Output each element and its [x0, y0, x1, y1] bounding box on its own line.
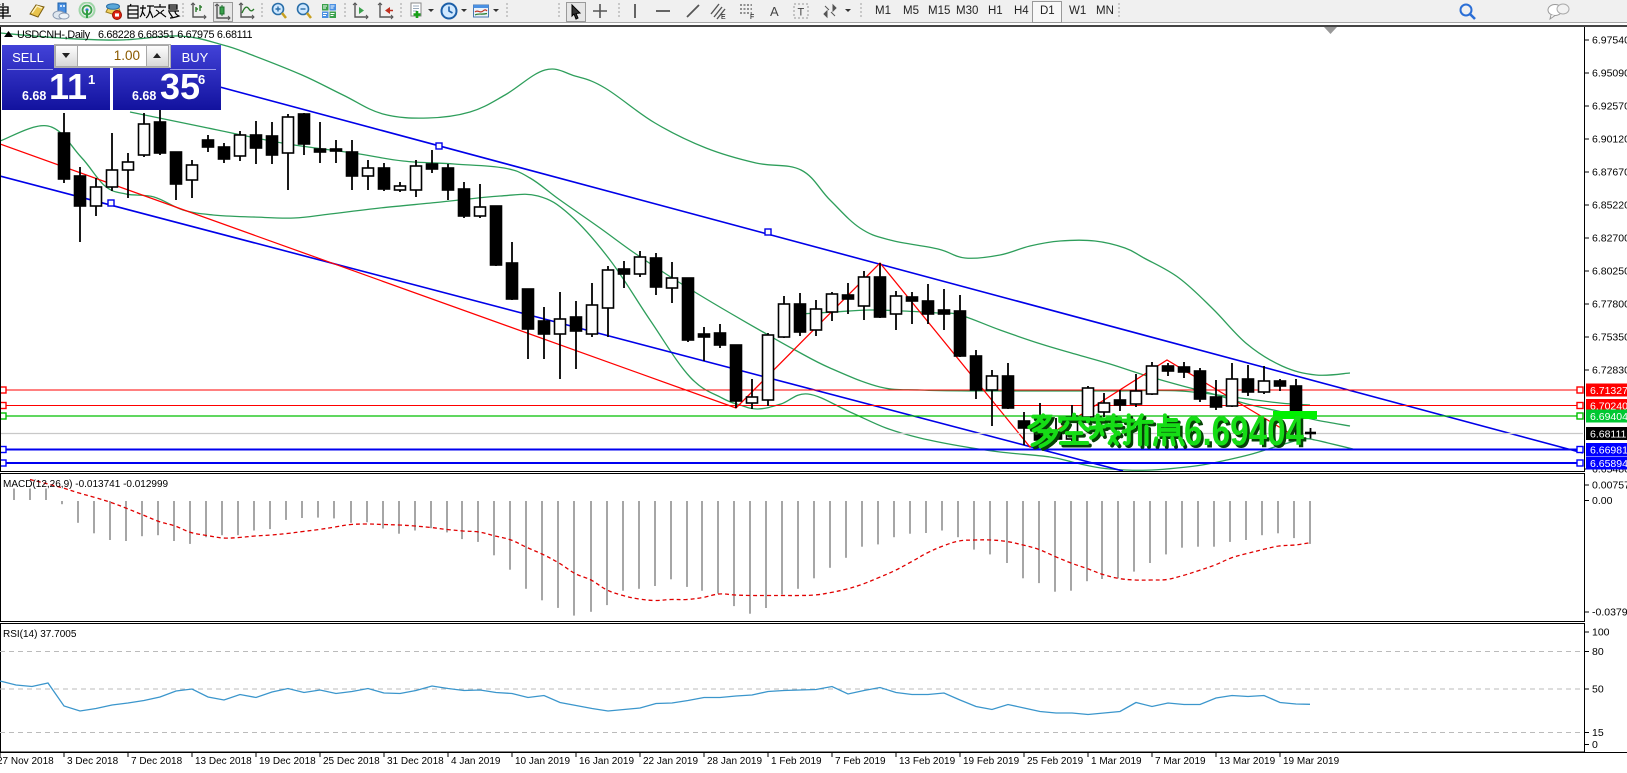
svg-text:6.90120: 6.90120 — [1592, 134, 1627, 146]
svg-text:6.85220: 6.85220 — [1592, 200, 1627, 212]
svg-text:6.68111: 6.68111 — [1590, 429, 1627, 441]
svg-text:6.75350: 6.75350 — [1592, 332, 1627, 344]
svg-text:6.69404: 6.69404 — [1187, 410, 1308, 457]
svg-text:1 Mar 2019: 1 Mar 2019 — [1091, 756, 1142, 767]
svg-text:31 Dec 2018: 31 Dec 2018 — [387, 756, 444, 767]
svg-text:6.66981: 6.66981 — [1590, 445, 1627, 457]
svg-text:6.77800: 6.77800 — [1592, 299, 1627, 311]
svg-text:0: 0 — [1592, 739, 1598, 751]
svg-text:19 Mar 2019: 19 Mar 2019 — [1283, 756, 1340, 767]
svg-text:MACD(12,26,9) -0.013741 -0.012: MACD(12,26,9) -0.013741 -0.012999 — [3, 479, 169, 490]
svg-text:6.97540: 6.97540 — [1592, 35, 1627, 47]
svg-text:6.80250: 6.80250 — [1592, 266, 1627, 278]
svg-text:-0.037903: -0.037903 — [1592, 607, 1627, 619]
svg-text:100: 100 — [1592, 627, 1610, 639]
svg-text:6.87670: 6.87670 — [1592, 167, 1627, 179]
svg-text:13 Feb 2019: 13 Feb 2019 — [899, 756, 956, 767]
svg-text:13 Dec 2018: 13 Dec 2018 — [195, 756, 252, 767]
svg-text:13 Mar 2019: 13 Mar 2019 — [1219, 756, 1276, 767]
svg-text:RSI(14) 37.7005: RSI(14) 37.7005 — [3, 629, 77, 640]
svg-text:50: 50 — [1592, 684, 1604, 696]
svg-text:7 Dec 2018: 7 Dec 2018 — [131, 756, 183, 767]
svg-text:1 Feb 2019: 1 Feb 2019 — [771, 756, 822, 767]
svg-text:A: A — [770, 4, 779, 19]
svg-text:3 Dec 2018: 3 Dec 2018 — [67, 756, 119, 767]
svg-text:15: 15 — [1592, 727, 1604, 739]
svg-text:7 Feb 2019: 7 Feb 2019 — [835, 756, 886, 767]
svg-text:6.82700: 6.82700 — [1592, 233, 1627, 245]
svg-text:27 Nov 2018: 27 Nov 2018 — [0, 756, 54, 767]
svg-text:T: T — [798, 7, 805, 19]
svg-text:4 Jan 2019: 4 Jan 2019 — [451, 756, 501, 767]
svg-text:7 Mar 2019: 7 Mar 2019 — [1155, 756, 1206, 767]
svg-text:F: F — [750, 14, 754, 20]
svg-text:28 Jan 2019: 28 Jan 2019 — [707, 756, 762, 767]
svg-text:6.92570: 6.92570 — [1592, 101, 1627, 113]
svg-text:6.69404: 6.69404 — [1184, 407, 1305, 454]
svg-text:USDCNH-,Daily 6.68228 6.6835: USDCNH-,Daily 6.68228 6.68351 6.67975 6.… — [17, 29, 252, 41]
svg-text:6.65894: 6.65894 — [1590, 458, 1627, 470]
svg-text:0.00: 0.00 — [1592, 495, 1613, 507]
svg-text:10 Jan 2019: 10 Jan 2019 — [515, 756, 570, 767]
svg-text:0.007574: 0.007574 — [1592, 480, 1627, 492]
svg-text:25 Dec 2018: 25 Dec 2018 — [323, 756, 380, 767]
svg-text:6.69404: 6.69404 — [1590, 411, 1627, 423]
svg-text:19 Feb 2019: 19 Feb 2019 — [963, 756, 1020, 767]
svg-text:6.71327: 6.71327 — [1590, 385, 1627, 397]
svg-text:E: E — [721, 14, 726, 20]
svg-text:6.95090: 6.95090 — [1592, 68, 1627, 80]
svg-text:80: 80 — [1592, 646, 1604, 658]
svg-text:22 Jan 2019: 22 Jan 2019 — [643, 756, 698, 767]
svg-text:16 Jan 2019: 16 Jan 2019 — [579, 756, 634, 767]
svg-text:19 Dec 2018: 19 Dec 2018 — [259, 756, 316, 767]
svg-text:25 Feb 2019: 25 Feb 2019 — [1027, 756, 1084, 767]
svg-text:6.72830: 6.72830 — [1592, 365, 1627, 377]
